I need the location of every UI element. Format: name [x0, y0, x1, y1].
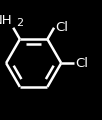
Text: Cl: Cl [55, 21, 68, 34]
Text: Cl: Cl [75, 57, 88, 70]
Text: NH: NH [0, 14, 13, 27]
Text: 2: 2 [16, 18, 23, 28]
